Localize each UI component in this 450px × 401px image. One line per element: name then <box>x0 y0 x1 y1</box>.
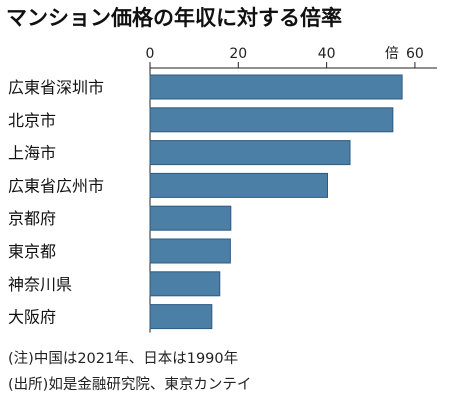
category-label: 京都府 <box>8 209 56 228</box>
bar <box>149 238 231 264</box>
category-label: 広東省深圳市 <box>8 78 104 97</box>
bar <box>149 140 351 166</box>
category-label: 広東省広州市 <box>8 176 104 195</box>
bar <box>149 107 394 133</box>
bars <box>149 74 403 330</box>
bar <box>149 271 221 297</box>
x-unit-label: 倍 <box>385 46 399 62</box>
bar <box>149 172 328 198</box>
note-line-1: (注)中国は2021年、日本は1990年 <box>8 350 238 367</box>
x-tick-label: 20 <box>229 46 247 62</box>
bar <box>149 205 232 231</box>
category-label: 大阪府 <box>8 308 56 327</box>
x-tick-label: 0 <box>146 46 155 62</box>
x-tick-label: 60 <box>406 46 424 62</box>
category-label: 上海市 <box>8 144 56 163</box>
note-line-2: (出所)如是金融研究院、東京カンテイ <box>8 376 251 393</box>
category-label: 東京都 <box>8 242 56 261</box>
x-tick-label: 40 <box>318 46 336 62</box>
bar <box>149 304 213 330</box>
category-label: 北京市 <box>8 111 56 130</box>
category-label: 神奈川県 <box>8 275 72 294</box>
bar <box>149 74 403 100</box>
chart-title: マンション価格の年収に対する倍率 <box>6 6 342 30</box>
